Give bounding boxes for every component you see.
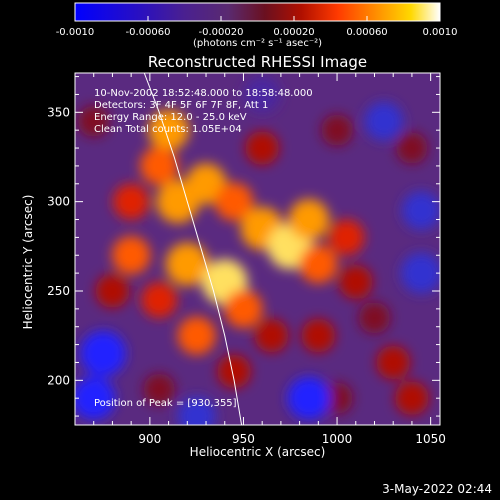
negative-blob xyxy=(364,102,404,141)
plot-frame xyxy=(74,72,441,426)
emission-blob xyxy=(301,318,336,353)
colorbar-tick-label: -0.00020 xyxy=(199,27,244,38)
x-tick-label: 1050 xyxy=(415,432,446,446)
x-tick-label: 900 xyxy=(138,432,161,446)
x-tick-label: 950 xyxy=(232,432,255,446)
colorbar-tick-label: 0.00060 xyxy=(346,27,387,38)
emission-blob xyxy=(185,163,227,205)
emission-blob xyxy=(143,373,175,405)
emission-blob xyxy=(217,354,251,389)
x-axis-label: Heliocentric X (arcsec) xyxy=(189,445,326,459)
y-axis-label: Heliocentric Y (arcsec) xyxy=(21,194,35,330)
emission-blob xyxy=(321,114,353,146)
colorbar-ticks: -0.0010 -0.00060 -0.00020 0.00020 0.00060 0.0… xyxy=(56,16,458,38)
emission-blob xyxy=(299,244,338,284)
emission-blob xyxy=(148,109,189,151)
emission-blob xyxy=(111,236,151,275)
emission-blob xyxy=(288,199,330,240)
annotation-time-range: 10-Nov-2002 18:52:48.000 to 18:58:48.000 xyxy=(94,88,313,99)
emission-blob xyxy=(254,318,289,353)
negative-blob xyxy=(75,376,116,420)
axes-ticks: 900 950 1000 1050 200 250 300 350 xyxy=(47,73,446,446)
emission-blob xyxy=(140,146,179,186)
emission-blob xyxy=(321,382,353,414)
colorbar-svg: -0.0010 -0.00060 -0.00020 0.00020 0.00060 0.0… xyxy=(56,2,458,38)
emission-blob xyxy=(165,242,209,286)
emission-blob xyxy=(338,265,373,299)
y-tick-label: 350 xyxy=(47,105,70,119)
annotation-method: Clean Total counts: 1.05E+04 xyxy=(94,124,242,135)
negative-blob xyxy=(287,376,331,420)
emission-blob xyxy=(395,381,429,415)
emission-blob xyxy=(141,281,178,318)
annotation-detectors: Detectors: 3F 4F 5F 6F 7F 8F, Att 1 xyxy=(94,100,269,111)
x-tick-label: 1000 xyxy=(322,432,353,446)
colorbar-tick-label: 0.00020 xyxy=(273,27,314,38)
annotation-energy-range: Energy Range: 12.0 - 25.0 keV xyxy=(94,112,247,123)
colorbar-tick-label: 0.0010 xyxy=(423,27,458,38)
emission-blob xyxy=(95,274,130,308)
emission-blob xyxy=(214,182,254,221)
solar-limb-line xyxy=(143,73,243,425)
emission-blob xyxy=(224,289,263,329)
emission-blob xyxy=(376,345,411,380)
negative-blob xyxy=(400,252,440,294)
emission-blob xyxy=(396,132,428,164)
colorbar-tick-label: -0.0010 xyxy=(56,27,95,38)
negative-blob xyxy=(244,76,281,113)
emission-blob xyxy=(113,183,150,220)
negative-blob xyxy=(80,330,126,377)
y-tick-label: 250 xyxy=(47,284,70,298)
emission-blob xyxy=(358,302,391,334)
chart-title: Reconstructed RHESSI Image xyxy=(147,53,368,71)
colorbar-unit-label: (photons cm⁻² s⁻¹ asec⁻²) xyxy=(192,38,323,49)
emission-blob xyxy=(245,131,279,165)
y-tick-label: 200 xyxy=(47,373,70,387)
emission-blob xyxy=(78,105,110,137)
emission-map xyxy=(75,76,440,425)
y-tick-label: 300 xyxy=(47,195,70,209)
annotation-peak-position: Position of Peak = [930,355] xyxy=(94,398,237,409)
emission-blob xyxy=(328,219,365,256)
footer-timestamp: 3-May-2022 02:44 xyxy=(382,482,492,496)
colorbar-gradient xyxy=(74,2,441,22)
negative-blob xyxy=(177,396,216,425)
emission-blob xyxy=(177,316,216,355)
colorbar-tick-label: -0.00060 xyxy=(126,27,171,38)
negative-blob xyxy=(402,191,440,230)
